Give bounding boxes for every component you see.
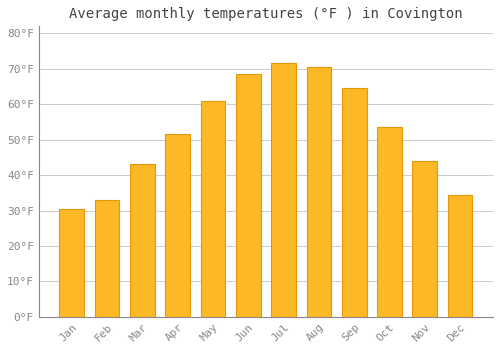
Bar xyxy=(236,74,260,317)
Bar xyxy=(412,161,437,317)
Bar xyxy=(94,200,120,317)
Bar xyxy=(377,127,402,317)
Bar xyxy=(200,101,226,317)
Bar xyxy=(271,63,296,317)
Bar xyxy=(166,134,190,317)
Bar xyxy=(130,164,155,317)
Bar xyxy=(60,209,84,317)
Bar xyxy=(342,88,366,317)
Title: Average monthly temperatures (°F ) in Covington: Average monthly temperatures (°F ) in Co… xyxy=(69,7,462,21)
Bar xyxy=(448,195,472,317)
Bar xyxy=(306,67,331,317)
